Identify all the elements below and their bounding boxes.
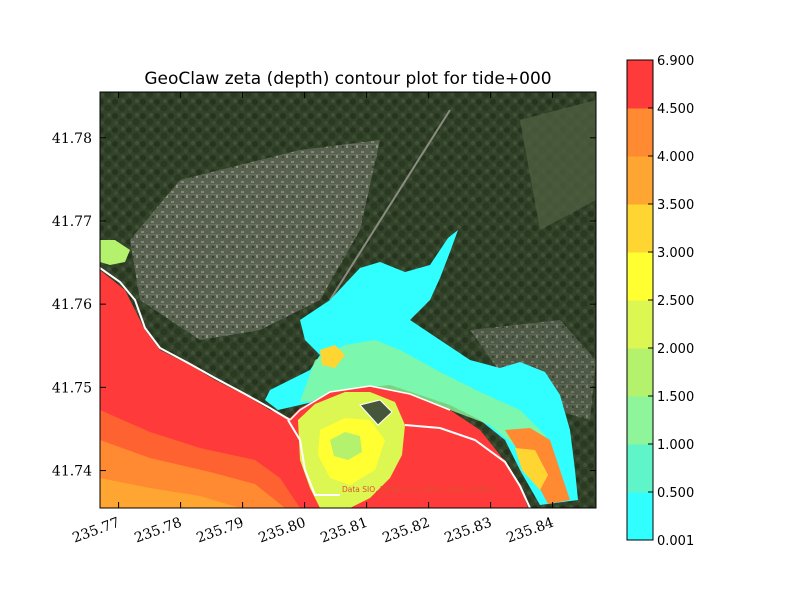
y-axis: 41.74 41.75 41.76 41.77 41.78 (52, 131, 596, 480)
x-tick-label: 235.83 (442, 515, 494, 547)
colorbar-segment (627, 156, 653, 205)
basemap-fields (520, 100, 596, 230)
coastline-bay (289, 385, 451, 421)
jetty (287, 419, 340, 496)
y-tick-label: 41.75 (52, 380, 92, 396)
pier (359, 399, 393, 426)
colorbar-label: 0.500 (657, 486, 694, 501)
x-tick-label: 235.80 (256, 515, 308, 547)
colorbar-label: 2.500 (657, 294, 694, 309)
map-credit: Data SIO, NOAA, U.S. Navy, NGA, GEBCO (342, 485, 496, 494)
estuary-band-2 (515, 448, 548, 490)
x-tick-label: 235.82 (380, 515, 432, 547)
colorbar-segment (627, 396, 653, 445)
colorbar-label: 0.001 (657, 534, 694, 549)
colorbar-label: 1.500 (657, 390, 694, 405)
y-tick-label: 41.74 (52, 464, 92, 480)
x-tick-label: 235.78 (132, 515, 184, 547)
ocean-east (405, 420, 528, 508)
colorbar-segment (627, 60, 653, 109)
axes-frame (99, 91, 597, 509)
y-tick-label: 41.77 (52, 214, 92, 230)
y-tick-label: 41.76 (52, 297, 92, 313)
flood-river-band (300, 340, 560, 480)
ocean-band-3 (100, 478, 240, 508)
chart-title: GeoClaw zeta (depth) contour plot for ti… (144, 69, 551, 89)
colorbar: 0.001 0.500 1.000 1.500 2.000 2.500 3.000 3.500… (626, 54, 694, 549)
colorbar-segment (627, 444, 653, 493)
colorbar-segment (627, 108, 653, 157)
colorbar-segment (627, 492, 653, 541)
colorbar-label: 2.000 (657, 342, 694, 357)
coastline-west (100, 267, 291, 421)
north-lagoon (100, 240, 130, 265)
colorbar-label: 6.900 (657, 54, 694, 69)
colorbar-segment (627, 300, 653, 349)
x-tick-label: 235.84 (504, 515, 556, 547)
colorbar-label: 1.000 (657, 438, 694, 453)
x-tick-label: 235.81 (318, 515, 370, 547)
colorbar-label: 4.000 (657, 150, 694, 165)
basemap-road (329, 109, 451, 301)
coastline-east (404, 424, 531, 508)
colorbar-label: 4.500 (657, 102, 694, 117)
colorbar-label: 3.000 (657, 246, 694, 261)
x-tick-label: 235.77 (70, 515, 122, 547)
colorbar-segment (627, 348, 653, 397)
colorbar-label: 3.500 (657, 198, 694, 213)
flood-river-core (320, 345, 345, 368)
colorbar-segment (627, 252, 653, 301)
colorbar-segment (627, 204, 653, 253)
map-area: Data SIO, NOAA, U.S. Navy, NGA, GEBCO (100, 92, 596, 508)
basemap-town (130, 140, 380, 340)
y-tick-label: 41.78 (52, 131, 92, 147)
bay-deep (330, 432, 362, 460)
x-tick-label: 235.79 (194, 515, 246, 547)
